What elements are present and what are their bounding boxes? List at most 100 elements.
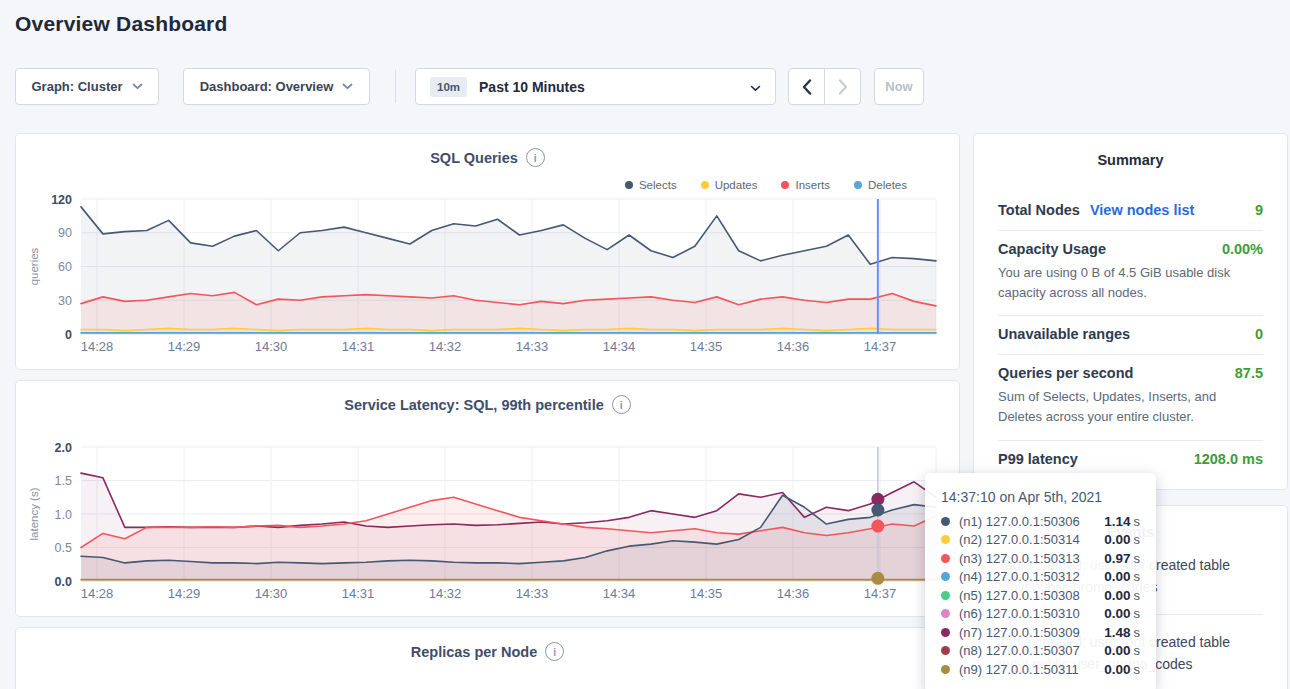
x-tick-label: 14:36 [777, 339, 810, 354]
y-tick-label: 0.0 [55, 575, 72, 589]
summary-value: 9 [1255, 202, 1263, 218]
dashboard-dropdown[interactable]: Dashboard: Overview [183, 68, 370, 105]
summary-value: 87.5 [1235, 365, 1263, 381]
summary-label: P99 latency [998, 451, 1078, 467]
node-dot-icon [941, 646, 950, 655]
tooltip-row: (n5) 127.0.0.1:503080.00s [941, 586, 1140, 605]
divider [395, 70, 396, 103]
tooltip-node-unit: s [1134, 662, 1141, 677]
x-tick-label: 14:30 [255, 339, 288, 354]
y-tick-label: 1.5 [55, 474, 72, 488]
dashboard-dropdown-label: Dashboard: Overview [200, 79, 334, 94]
tooltip-row: (n6) 127.0.0.1:50310 0.00 s [941, 605, 1140, 624]
info-icon[interactable]: i [545, 642, 564, 661]
time-range-badge: 10m [430, 77, 467, 97]
summary-value: 0.00% [1222, 241, 1263, 257]
x-tick-label: 14:28 [81, 339, 114, 354]
prev-arrow-button[interactable] [788, 68, 825, 105]
now-button[interactable]: Now [874, 68, 924, 105]
tooltip-node-unit: s [1134, 532, 1141, 547]
y-tick-label: 90 [58, 226, 72, 240]
tooltip-node-unit: s [1134, 514, 1141, 529]
tooltip-node-label: (n8) 127.0.0.1:50307 [959, 643, 1080, 658]
node-dot-icon [941, 572, 950, 581]
tooltip-node-unit: s [1134, 569, 1141, 584]
node-dot-icon [941, 517, 950, 526]
x-tick-label: 14:28 [81, 586, 114, 601]
tooltip-row: (n9) 127.0.0.1:50311 0.00 s [941, 660, 1140, 679]
tooltip-node-value: 0.00 [1104, 588, 1130, 603]
x-tick-label: 14:30 [255, 586, 288, 601]
y-tick-label: 0.5 [55, 541, 72, 555]
service-latency-panel: Service Latency: SQL, 99th percentile i … [15, 380, 960, 617]
tooltip-node-label: (n1) 127.0.0.1:50306 [959, 514, 1080, 529]
x-tick-label: 14:34 [603, 586, 636, 601]
x-tick-label: 14:37 [864, 586, 897, 601]
summary-value: 1208.0 ms [1194, 451, 1263, 467]
x-tick-label: 14:31 [342, 339, 375, 354]
tooltip-node-value: 0.00 [1104, 662, 1130, 677]
chevron-down-icon [750, 78, 761, 96]
summary-subtext: You are using 0 B of 4.5 GiB usable disk… [998, 263, 1263, 303]
tooltip-node-value: 0.97 [1104, 551, 1130, 566]
node-dot-icon [941, 665, 950, 674]
page-title: Overview Dashboard [15, 12, 228, 36]
node-dot-icon [941, 609, 950, 618]
summary-row: Total NodesView nodes list9 [998, 192, 1263, 230]
replicas-per-node-panel: Replicas per Node i [15, 627, 960, 689]
y-tick-label: 60 [58, 260, 72, 274]
tooltip-timestamp: 14:37:10 on Apr 5th, 2021 [941, 489, 1140, 505]
tooltip-node-value: 0.00 [1104, 569, 1130, 584]
summary-row: Capacity Usage 0.00% You are using 0 B of … [998, 230, 1263, 315]
node-dot-icon [941, 535, 950, 544]
tooltip-node-value: 0.00 [1104, 606, 1130, 621]
chart-tooltip: 14:37:10 on Apr 5th, 2021 (n1) 127.0.0.1… [925, 473, 1156, 689]
tooltip-row: (n7) 127.0.0.1:503091.48s [941, 623, 1140, 642]
tooltip-node-label: (n6) 127.0.0.1:50310 [959, 606, 1080, 621]
chevron-down-icon [132, 83, 143, 90]
summary-value: 0 [1255, 326, 1263, 342]
tooltip-node-value: 0.00 [1104, 532, 1130, 547]
tooltip-row: (n2) 127.0.0.1:50314 0.00 s [941, 531, 1140, 550]
tooltip-node-unit: s [1134, 606, 1141, 621]
service-latency-chart[interactable]: 0.00.51.01.52.014:2814:2914:3014:3114:32… [16, 381, 959, 616]
x-tick-label: 14:32 [429, 586, 462, 601]
time-range-label: Past 10 Minutes [479, 79, 585, 95]
x-tick-label: 14:35 [690, 339, 723, 354]
y-tick-label: 1.0 [55, 508, 72, 522]
graph-dropdown[interactable]: Graph: Cluster [15, 68, 159, 105]
node-dot-icon [941, 591, 950, 600]
summary-subtext: Sum of Selects, Updates, Inserts, and De… [998, 387, 1263, 427]
x-tick-label: 14:37 [864, 339, 897, 354]
y-tick-label: 30 [58, 294, 72, 308]
x-tick-label: 14:33 [516, 339, 549, 354]
summary-row: Queries per second87.5Sum of Selects, Up… [998, 354, 1263, 439]
y-axis-label: latency (s) [28, 487, 40, 540]
view-nodes-link[interactable]: View nodes list [1090, 202, 1195, 218]
y-tick-label: 2.0 [55, 441, 72, 455]
node-dot-icon [941, 554, 950, 563]
tooltip-node-label: (n3) 127.0.0.1:50313 [959, 551, 1080, 566]
tooltip-node-label: (n7) 127.0.0.1:50309 [959, 625, 1080, 640]
time-range-picker[interactable]: 10m Past 10 Minutes [415, 68, 776, 105]
summary-row: Unavailable ranges0 [998, 315, 1263, 354]
tooltip-node-unit: s [1134, 643, 1141, 658]
tooltip-row: (n8) 127.0.0.1:50307 0.00 s [941, 642, 1140, 661]
tooltip-node-label: (n9) 127.0.0.1:50311 [959, 662, 1079, 677]
tooltip-node-unit: s [1134, 625, 1141, 640]
tooltip-node-value: 0.00 [1104, 643, 1130, 658]
summary-panel: Summary Total NodesView nodes list9Capac… [973, 133, 1288, 490]
tooltip-node-value: 1.14 [1104, 514, 1130, 529]
next-arrow-button[interactable] [824, 68, 861, 105]
time-step-controls [788, 68, 861, 105]
tooltip-node-label: (n2) 127.0.0.1:50314 [959, 532, 1080, 547]
chevron-down-icon [342, 83, 353, 90]
tooltip-row: (n1) 127.0.0.1:50306 1.14 s [941, 512, 1140, 531]
tooltip-node-unit: s [1134, 588, 1141, 603]
x-tick-label: 14:35 [690, 586, 723, 601]
x-tick-label: 14:32 [429, 339, 462, 354]
sql-queries-chart[interactable]: 030609012014:2814:2914:3014:3114:3214:33… [16, 134, 959, 369]
sql-queries-panel: SQL Queries i SelectsUpdatesInsertsDelet… [15, 133, 960, 370]
node-dot-icon [941, 628, 950, 637]
summary-label: Capacity Usage [998, 241, 1106, 257]
